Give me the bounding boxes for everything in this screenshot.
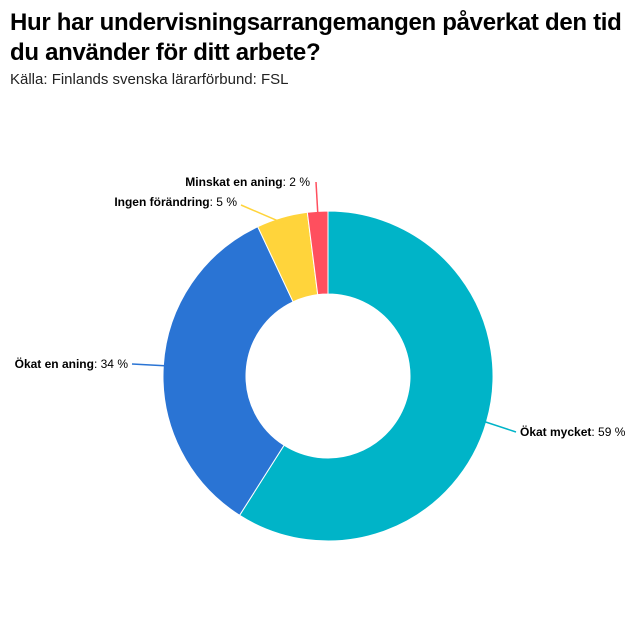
slice-label-name: Ökat en aning xyxy=(15,356,94,371)
slice-labels: Ökat mycket: 59 % Ökat en aning: 34 % Inge… xyxy=(15,175,626,439)
slice-okat-mycket xyxy=(238,210,494,542)
chart-header: Hur har undervisningsarrangemangen påver… xyxy=(10,8,630,88)
leader-line-ingen-forandring xyxy=(240,204,284,225)
chart-title: Hur har undervisningsarrangemangen påver… xyxy=(10,9,622,66)
slice-label-value: : 34 % xyxy=(94,357,128,371)
slice-minskat-en-aning xyxy=(306,210,329,296)
slice-label-name: Ökat mycket xyxy=(520,424,591,439)
label-leader-lines xyxy=(131,181,517,433)
slice-label-okat-mycket: Ökat mycket: 59 % xyxy=(520,424,626,439)
slice-label-okat-en-aning: Ökat en aning: 34 % xyxy=(15,356,129,371)
slice-label-value: : 5 % xyxy=(210,195,238,209)
leader-line-okat-en-aning xyxy=(131,363,170,367)
leader-line-minskat-en-aning xyxy=(315,181,319,218)
slice-label-name: Ingen förändring xyxy=(114,195,209,209)
slice-label-minskat-en-aning: Minskat en aning: 2 % xyxy=(185,175,310,189)
slice-okat-en-aning xyxy=(162,226,294,517)
slice-label-value: : 2 % xyxy=(283,175,311,189)
donut-slices xyxy=(162,210,494,542)
chart-source: Källa: Finlands svenska lärarförbund: FS… xyxy=(10,71,289,88)
slice-label-ingen-forandring: Ingen förändring: 5 % xyxy=(114,195,237,209)
slice-label-name: Minskat en aning xyxy=(185,175,282,189)
slice-label-value: : 59 % xyxy=(591,425,625,439)
leader-line-okat-mycket xyxy=(480,419,517,433)
